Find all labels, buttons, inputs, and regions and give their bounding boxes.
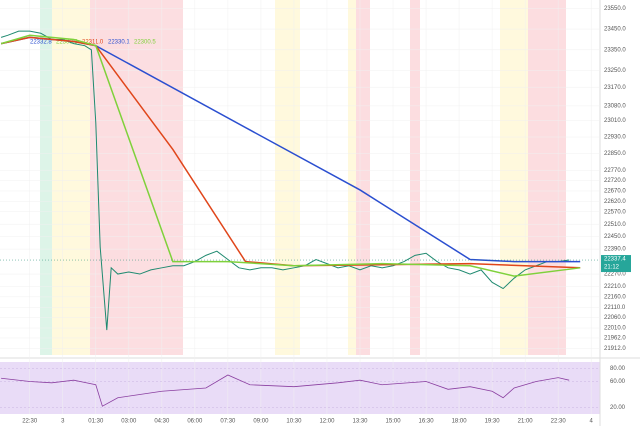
legend-value: 22300.5 [134, 40, 156, 46]
x-tick-label: 4 [590, 419, 594, 425]
x-tick-label: 01:30 [88, 419, 104, 425]
y-tick-label: 23010.0 [604, 118, 626, 124]
x-tick-label: 03:00 [121, 419, 137, 425]
x-tick-label: 21:00 [518, 419, 534, 425]
x-tick-label: 09:00 [253, 419, 269, 425]
x-tick-label: 06:00 [187, 419, 203, 425]
series-line [0, 30, 570, 331]
x-tick-label: 04:30 [154, 419, 170, 425]
y-tick-label: 22720.0 [604, 178, 626, 184]
y-tick-label: 21912.0 [604, 346, 626, 352]
y-tick-label: 22850.0 [604, 151, 626, 157]
x-tick-label: 15:00 [386, 419, 402, 425]
y-tick-label: 22390.0 [604, 247, 626, 253]
band [356, 0, 370, 355]
x-tick-label: 16:30 [419, 419, 435, 425]
y-tick-label: 23450.0 [604, 27, 626, 33]
y-tick-label: 22510.0 [604, 222, 626, 228]
y-tick-label: 22210.0 [604, 284, 626, 290]
band [52, 0, 90, 355]
legend-value: 22330.1 [108, 40, 130, 46]
session-bands [40, 0, 566, 355]
y-tick-label: 23170.0 [604, 85, 626, 91]
last-price-label: 22337.4 [604, 257, 626, 263]
y-tick-label: 22160.0 [604, 294, 626, 300]
rsi-tick-label: 20.00 [610, 405, 626, 411]
x-tick-label: 19:30 [485, 419, 501, 425]
band [410, 0, 420, 355]
rsi-tick-label: 60.00 [610, 379, 626, 385]
rsi-tick-label: 80.00 [610, 366, 626, 372]
x-tick-label: 18:00 [452, 419, 468, 425]
rsi-panel [0, 362, 600, 414]
x-tick-label: 10:30 [286, 419, 302, 425]
y-tick-label: 22620.0 [604, 199, 626, 205]
y-tick-label: 22110.0 [604, 305, 626, 311]
y-tick-label: 22270.0 [604, 272, 626, 278]
x-tick-label: 22:30 [22, 419, 38, 425]
y-tick-label: 23080.0 [604, 103, 626, 109]
y-tick-label: 22450.0 [604, 234, 626, 240]
x-tick-label: 3 [61, 419, 65, 425]
y-tick-label: 22010.0 [604, 326, 626, 332]
x-tick-label: 22:30 [551, 419, 567, 425]
y-tick-label: 23350.0 [604, 47, 626, 53]
x-tick-label: 12:00 [319, 419, 335, 425]
band [348, 0, 356, 355]
legend: 22332.8 22300.9 22311.0 22330.1 22300.5 [30, 40, 156, 46]
y-tick-label: 21962.0 [604, 336, 626, 342]
band [500, 0, 528, 355]
band [528, 0, 566, 355]
band [90, 0, 183, 355]
rsi-line [1, 374, 570, 407]
band [40, 0, 52, 355]
series-line [0, 34, 581, 277]
y-tick-label: 22060.0 [604, 315, 626, 321]
legend-value: 22300.9 [56, 40, 78, 46]
y-tick-label: 23550.0 [604, 6, 626, 12]
last-price-box [601, 255, 631, 273]
y-tick-label: 22570.0 [604, 209, 626, 215]
x-tick-label: 13:30 [352, 419, 368, 425]
y-tick-label: 22770.0 [604, 168, 626, 174]
legend-value: 22311.0 [82, 40, 104, 46]
y-tick-label: 22670.0 [604, 189, 626, 195]
legend-value: 22332.8 [30, 40, 52, 46]
x-tick-label: 07:30 [220, 419, 236, 425]
countdown-label: 21:12 [604, 265, 620, 271]
y-tick-label: 23250.0 [604, 68, 626, 74]
y-tick-label: 22930.0 [604, 135, 626, 141]
band [275, 0, 300, 355]
